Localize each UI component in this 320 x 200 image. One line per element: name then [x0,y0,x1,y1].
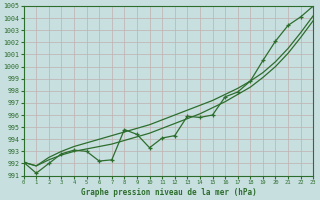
X-axis label: Graphe pression niveau de la mer (hPa): Graphe pression niveau de la mer (hPa) [81,188,256,197]
